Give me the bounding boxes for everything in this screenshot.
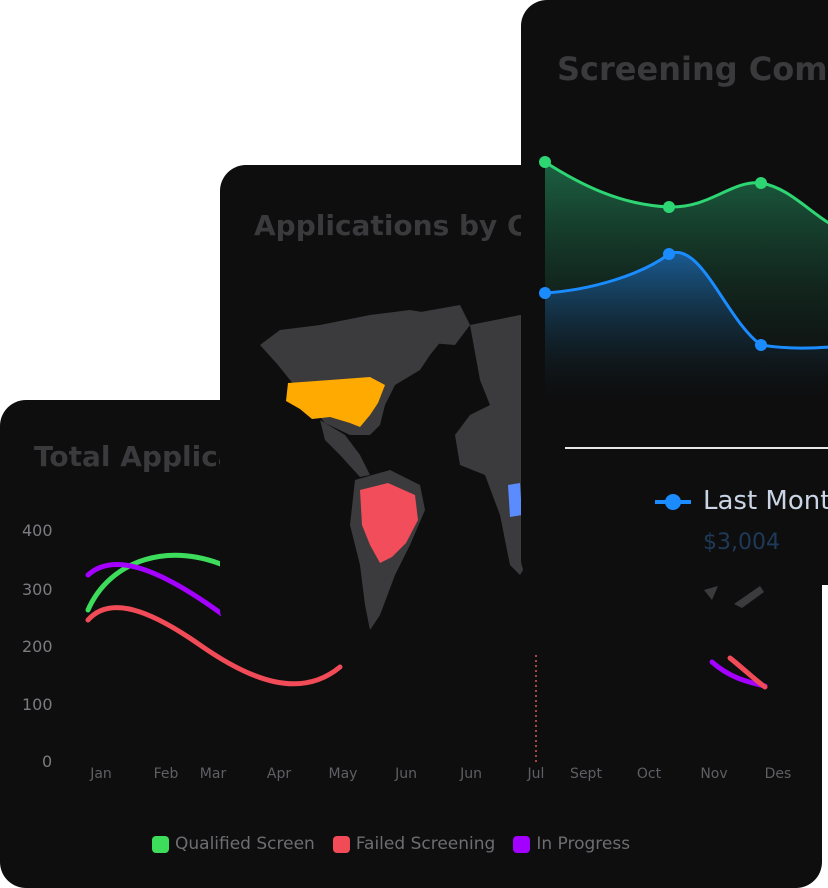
month-mar: Mar	[199, 766, 227, 782]
in-progress-line	[85, 562, 233, 623]
qualified-screen-line	[85, 552, 233, 613]
y-tick-200: 200	[22, 637, 53, 656]
month-jan: Jan	[90, 766, 112, 782]
progress-swatch	[513, 835, 531, 853]
blue-area-fill	[545, 252, 828, 400]
legend-in-progress[interactable]: In Progress	[513, 834, 630, 854]
legend-failed-label: Failed Screening	[355, 834, 496, 854]
legend-qualified-label: Qualified Screen	[175, 834, 315, 854]
y-tick-400: 400	[22, 521, 53, 540]
legend-failed-screening[interactable]: Failed Screening	[332, 834, 496, 854]
month-jun-2: Jun	[460, 766, 482, 782]
north-america-land	[260, 310, 450, 435]
other-region	[508, 483, 522, 517]
last-month-value: $3,004	[703, 530, 780, 555]
failed-swatch	[332, 835, 350, 853]
y-tick-100: 100	[22, 695, 53, 714]
month-nov: Nov	[700, 766, 728, 782]
legend-progress-label: In Progress	[536, 834, 631, 854]
blue-series-line	[544, 250, 828, 350]
green-point-1[interactable]	[539, 156, 551, 168]
legend-qualified-screen[interactable]: Qualified Screen	[152, 834, 315, 854]
green-series-line	[544, 160, 828, 225]
applications-by-country-title: Applications by Co	[254, 209, 547, 242]
qualified-swatch	[152, 835, 169, 853]
usa-region	[286, 377, 385, 427]
green-point-3[interactable]	[755, 177, 767, 189]
last-month-label: Last Mont	[703, 486, 828, 516]
green-point-2[interactable]	[663, 201, 675, 213]
failed-screening-line-end	[727, 655, 768, 690]
screening-area-chart	[539, 156, 828, 510]
y-tick-300: 300	[22, 580, 53, 599]
blue-point-1[interactable]	[539, 287, 551, 299]
total-applications-legend: Qualified Screen Failed Screening In Pro…	[152, 834, 630, 854]
month-may: May	[328, 766, 358, 782]
month-jul: Jul	[527, 766, 545, 782]
month-sept: Sept	[570, 766, 602, 782]
y-tick-0: 0	[42, 752, 53, 771]
blue-point-3[interactable]	[755, 339, 767, 351]
blue-point-2[interactable]	[663, 248, 675, 260]
failed-screening-line	[85, 605, 343, 687]
month-oct: Oct	[636, 766, 662, 782]
screening-completion-card: Screening Comp	[521, 0, 828, 585]
brazil-region	[360, 483, 418, 563]
central-america-land	[320, 420, 370, 477]
screening-completion-title: Screening Comp	[557, 50, 828, 88]
month-jun-1: Jun	[395, 766, 417, 782]
total-applications-title: Total Applica	[34, 440, 237, 473]
month-feb: Feb	[153, 766, 179, 782]
month-des: Des	[764, 766, 792, 782]
last-month-legend: Last Mont	[703, 486, 828, 516]
month-apr: Apr	[266, 766, 292, 782]
last-month-marker-dot	[665, 494, 681, 510]
map-fragment	[704, 586, 764, 608]
greenland-land	[415, 305, 470, 345]
total-applications-lines	[85, 552, 768, 765]
